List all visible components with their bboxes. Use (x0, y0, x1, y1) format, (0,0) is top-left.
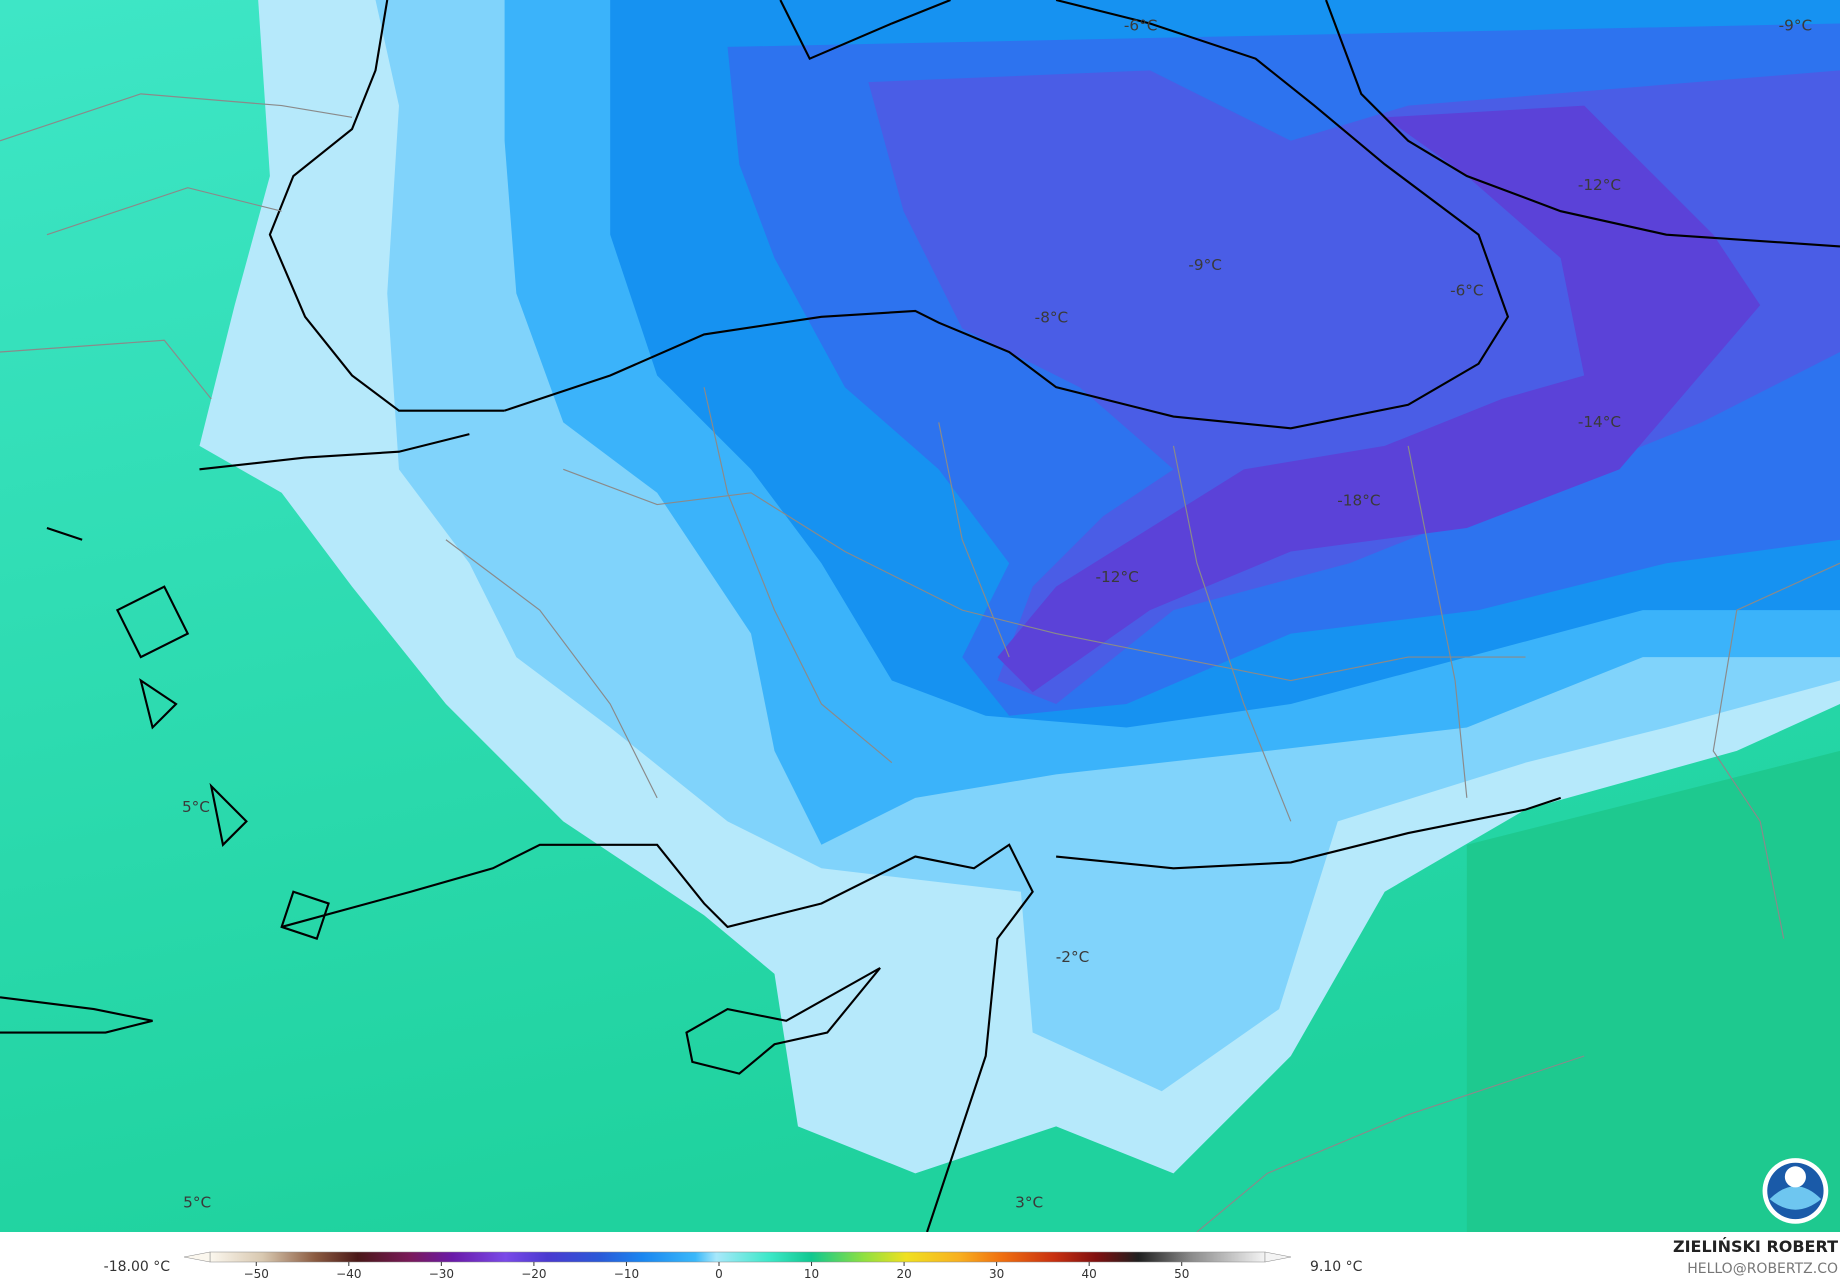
temp-label: -14°C (1578, 413, 1621, 431)
tick-label: 30 (989, 1267, 1004, 1281)
temp-label: -6°C (1124, 17, 1157, 35)
temp-label: -6°C (1450, 282, 1483, 300)
temp-label: -8°C (1035, 309, 1068, 327)
map: -6°C -9°C -12°C -9°C -6°C -8°C -14°C -18°C -12°C… (0, 0, 1840, 1232)
colorbar (209, 1251, 1266, 1263)
warm-area (1466, 750, 1840, 1232)
colorbar-end (1264, 1251, 1292, 1263)
temp-label: -12°C (1578, 176, 1621, 194)
tick-label: 10 (804, 1267, 819, 1281)
colorbar-strip: -18.00 °C 9.10 °C ZIELIŃSKI ROBERT HELLO… (104, 1237, 1838, 1281)
email: HELLO@ROBERTZ.CO (1687, 1261, 1838, 1277)
temp-label: 5°C (182, 798, 210, 816)
author: ZIELIŃSKI ROBERT (1673, 1237, 1838, 1256)
colorbar-end (183, 1251, 211, 1263)
tick-label: 50 (1174, 1267, 1189, 1281)
tick-label: −30 (429, 1267, 454, 1281)
temp-label: 5°C (183, 1193, 211, 1211)
cold-core (997, 105, 1761, 693)
tick-label: −40 (336, 1267, 361, 1281)
temp-label: -18°C (1337, 492, 1380, 510)
min-label: -18.00 °C (104, 1259, 171, 1275)
tick-label: 20 (896, 1267, 911, 1281)
tick-label: 40 (1082, 1267, 1097, 1281)
tick-label: −10 (614, 1267, 639, 1281)
noaa-logo (1762, 1158, 1829, 1224)
tick-label: 0 (715, 1267, 723, 1281)
tick-label: −20 (521, 1267, 546, 1281)
temp-label: -2°C (1056, 948, 1089, 966)
max-label: 9.10 °C (1310, 1259, 1363, 1275)
temp-label: -12°C (1096, 568, 1139, 586)
temp-label: 3°C (1015, 1193, 1043, 1211)
temp-label: -9°C (1779, 17, 1812, 35)
coastline (0, 0, 1840, 1232)
borders (0, 93, 1840, 1232)
tick-label: −50 (244, 1267, 269, 1281)
temp-label: -9°C (1188, 256, 1221, 274)
